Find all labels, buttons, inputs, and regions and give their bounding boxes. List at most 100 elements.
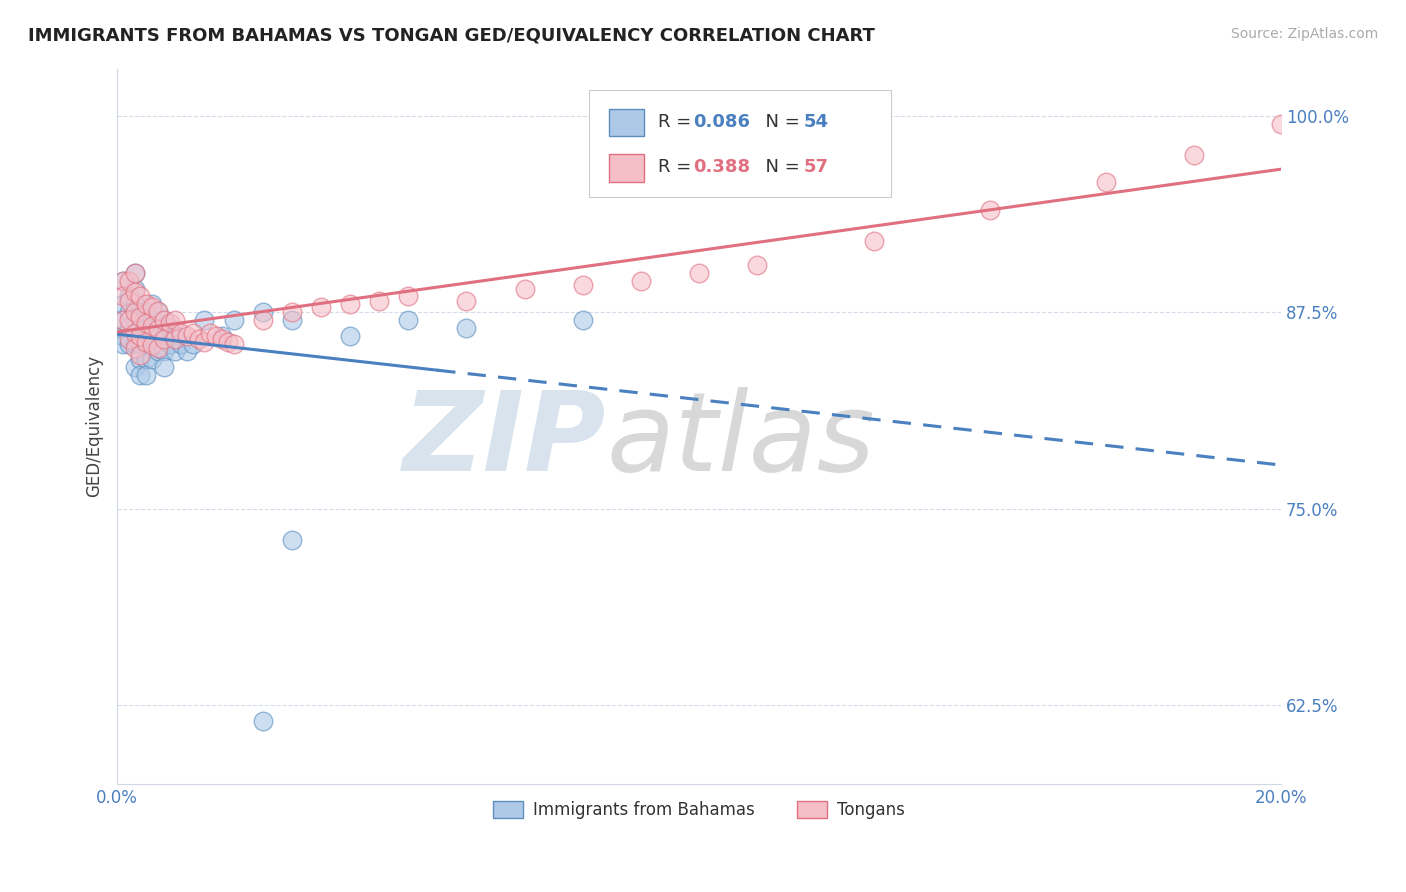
Text: R =: R = [658,158,697,177]
Text: N =: N = [754,158,806,177]
Point [124,341,146,355]
Point [979,202,1001,217]
Point [200,326,222,340]
Text: Source: ZipAtlas.com: Source: ZipAtlas.com [1230,27,1378,41]
Point [193,334,215,349]
Point [118,321,141,335]
Point [129,336,152,351]
Point [111,313,134,327]
Point [129,368,152,382]
Point [252,714,274,728]
Point [181,336,204,351]
Point [118,336,141,351]
Point [152,332,174,346]
Point [129,348,152,362]
Point [129,352,152,367]
Point [124,297,146,311]
Y-axis label: GED/Equivalency: GED/Equivalency [86,355,103,497]
Point [339,328,361,343]
Point [141,338,163,352]
Point [118,294,141,309]
Point [111,328,134,343]
Point [146,322,169,336]
Point [205,328,228,343]
Text: 54: 54 [804,113,828,131]
Point [135,305,157,319]
Point [135,316,157,330]
Point [152,328,174,343]
Point [141,352,163,367]
Point [281,313,304,327]
Point [339,297,361,311]
Point [368,294,391,309]
Point [124,282,146,296]
Text: ZIP: ZIP [402,387,606,494]
Point [165,313,187,327]
Point [152,360,174,375]
Text: 0.086: 0.086 [693,113,751,131]
FancyBboxPatch shape [589,90,891,197]
Point [124,360,146,375]
Legend: Immigrants from Bahamas, Tongans: Immigrants from Bahamas, Tongans [486,794,911,825]
Point [152,313,174,327]
Point [111,297,134,311]
Point [124,266,146,280]
Point [141,328,163,343]
Bar [609,110,644,136]
Point [152,344,174,359]
Point [252,313,274,327]
Point [146,321,169,335]
Text: 0.388: 0.388 [693,158,751,177]
Point [176,344,198,359]
Point [456,321,478,335]
Point [165,328,187,343]
Point [135,336,157,351]
Point [146,341,169,355]
Point [124,313,146,327]
Point [159,316,181,330]
Point [309,301,332,315]
Point [111,289,134,303]
Point [688,266,710,280]
Point [513,282,536,296]
Point [129,321,152,335]
Point [862,235,884,249]
Point [141,319,163,334]
Point [118,274,141,288]
Point [187,332,209,346]
Point [141,301,163,315]
Point [135,368,157,382]
Point [176,328,198,343]
Point [141,297,163,311]
Point [118,289,141,303]
Point [146,344,169,359]
Point [159,321,181,335]
Point [129,305,152,319]
Point [165,344,187,359]
Point [193,313,215,327]
Point [135,321,157,335]
Point [129,328,152,343]
Point [135,352,157,367]
Point [111,313,134,327]
Text: IMMIGRANTS FROM BAHAMAS VS TONGAN GED/EQUIVALENCY CORRELATION CHART: IMMIGRANTS FROM BAHAMAS VS TONGAN GED/EQ… [28,27,875,45]
Point [124,305,146,319]
Bar [609,154,644,182]
Point [124,326,146,340]
Point [165,332,187,346]
Point [152,313,174,327]
Point [129,310,152,324]
Point [222,336,245,351]
Point [222,313,245,327]
Point [135,334,157,349]
Point [170,326,193,340]
Point [118,305,141,319]
Point [146,305,169,319]
Point [124,285,146,299]
Point [747,258,769,272]
Point [571,278,593,293]
Point [146,303,169,318]
Point [1182,148,1205,162]
Point [159,336,181,351]
Point [118,313,141,327]
